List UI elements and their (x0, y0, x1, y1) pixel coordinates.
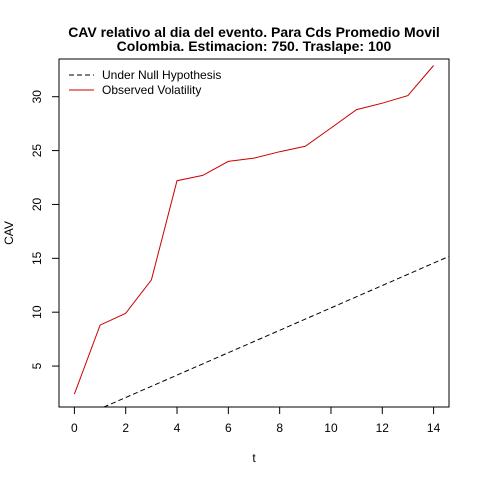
series-line-1 (73, 65, 434, 395)
y-tick-label: 30 (30, 90, 44, 104)
x-tick-label: 14 (427, 421, 441, 435)
x-tick-label: 2 (122, 421, 129, 435)
legend-label-0: Under Null Hypothesis (102, 68, 221, 82)
x-axis: 0 2 4 6 8 10 12 14 (71, 406, 441, 435)
y-axis-label: CAV (2, 221, 16, 245)
y-tick-label: 20 (30, 197, 44, 211)
x-axis-label: t (252, 451, 256, 465)
chart-subtitle: Colombia. Estimacion: 750. Traslape: 100 (117, 38, 392, 54)
x-tick-label: 0 (71, 421, 78, 435)
plot-frame (58, 58, 450, 408)
y-tick-label: 25 (30, 144, 44, 158)
y-tick-label: 5 (30, 362, 44, 369)
x-tick-label: 8 (276, 421, 283, 435)
y-tick-label: 15 (30, 251, 44, 265)
x-tick-label: 4 (174, 421, 181, 435)
x-tick-label: 12 (376, 421, 390, 435)
y-axis: 5 10 15 20 25 30 (30, 90, 60, 369)
series-line-0 (102, 255, 449, 407)
series-layer (73, 65, 449, 407)
y-tick-label: 10 (30, 305, 44, 319)
chart-title: CAV relativo al dia del evento. Para Cds… (68, 24, 440, 40)
x-tick-label: 6 (225, 421, 232, 435)
x-tick-label: 10 (324, 421, 338, 435)
legend-label-1: Observed Volatility (102, 83, 201, 97)
